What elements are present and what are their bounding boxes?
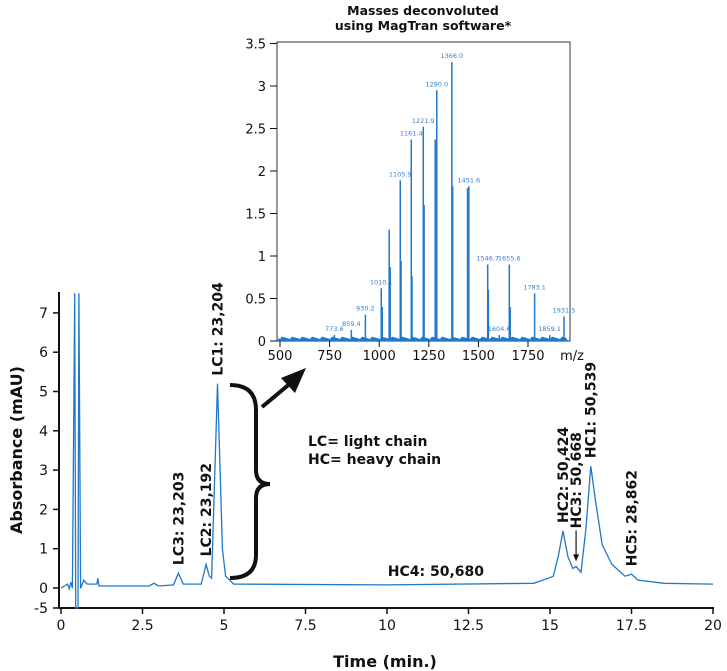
inset-title: Masses deconvoluted <box>347 3 499 18</box>
y-tick-label: 1 <box>39 542 48 558</box>
peak-label: HC4: 50,680 <box>388 564 484 580</box>
inset-x-tick-label: 500 <box>268 349 293 364</box>
arrow-line <box>260 380 294 409</box>
x-tick-label: 20 <box>704 618 722 634</box>
x-tick-label: 2.5 <box>131 618 153 634</box>
spectrum-peak-label: 1290.0 <box>425 80 448 88</box>
inset-y-tick-label: 1 <box>258 250 266 265</box>
inset-y-tick-label: 3 <box>258 80 266 95</box>
x-tick-label: 5 <box>220 618 229 634</box>
y-tick-label: 5 <box>39 385 48 401</box>
spectrum-peak <box>389 267 391 341</box>
inset-y-tick-label: 3.5 <box>245 38 266 53</box>
peak-label: HC3: 50,668 <box>569 432 585 528</box>
peak-label: LC2: 23,192 <box>199 463 215 556</box>
spectrum-peak <box>399 180 402 341</box>
spectrum-peak <box>466 188 469 341</box>
inset-y-tick-label: 2 <box>258 165 266 180</box>
inset-y-tick-label: 2.5 <box>245 123 266 138</box>
peak-label: HC2: 50,424 <box>556 427 572 523</box>
y-tick-label: 0 <box>39 581 48 597</box>
spectrum-peak <box>509 307 511 341</box>
spectrum-peak <box>381 307 383 341</box>
spectrum-peak <box>498 335 500 341</box>
spectrum-peak <box>333 335 336 341</box>
spectrum-peak <box>468 186 470 341</box>
y-tick-label: 6 <box>39 345 48 361</box>
spectrum-peak <box>350 329 353 341</box>
y-axis-label: Absorbance (mAU) <box>7 366 26 534</box>
inset-y-tick-label: 1.5 <box>245 208 266 223</box>
spectrum-peak-label: 859.4 <box>342 320 361 328</box>
spectrum-peak-label: 1366.0 <box>440 52 463 60</box>
y-tick-label: 4 <box>39 424 48 440</box>
peak-label: LC1: 23,204 <box>210 282 226 376</box>
spectrum-peak <box>508 264 511 341</box>
peak-label: HC5: 28,862 <box>625 470 641 566</box>
spectrum-peak <box>436 90 438 341</box>
chromatogram-trace <box>60 293 714 609</box>
y-tick-label: 2 <box>39 502 48 518</box>
spectrum-peak <box>548 335 551 341</box>
spectrum-peak <box>364 314 367 341</box>
spectrum-peak <box>533 293 536 341</box>
x-tick-label: 12.5 <box>453 618 484 634</box>
arrow-head <box>573 554 580 562</box>
inset-y-tick-label: 0.5 <box>245 293 266 308</box>
legend-text: LC= light chain <box>308 434 427 450</box>
spectrum-peak-label: 1451.6 <box>457 176 480 184</box>
spectrum-peak <box>400 261 402 341</box>
brace <box>229 383 271 580</box>
inset-y-tick-label: 0 <box>258 335 266 350</box>
x-tick-label: 10 <box>378 618 396 634</box>
inset-x-tick-label: 1000 <box>363 349 396 364</box>
inset-x-tick-label: 1250 <box>412 349 445 364</box>
spectrum-peak-label: 773.6 <box>325 325 344 333</box>
spectrum-peak-label: 1161.4 <box>400 130 423 138</box>
spectrum-peak <box>380 288 383 341</box>
spectrum-peak <box>434 139 436 341</box>
inset-x-tick-label: 750 <box>317 349 342 364</box>
spectrum-peak-label: 1859.1 <box>538 325 561 333</box>
spectrum-peak-label: 1221.9 <box>412 117 435 125</box>
spectrum-peak <box>423 205 425 341</box>
spectrum-peak <box>563 316 565 341</box>
spectrum-peak <box>411 276 413 341</box>
legend-text: HC= heavy chain <box>308 452 441 468</box>
spectrum-peak-label: 1105.9 <box>389 170 412 178</box>
spectrum-peak <box>422 126 425 341</box>
x-tick-label: 7.5 <box>294 618 316 634</box>
peak-label: HC1: 50,539 <box>584 362 600 458</box>
y-tick-label: -5 <box>34 601 48 617</box>
spectrum-peak-label: 1931.5 <box>553 306 576 314</box>
spectrum-peak-label: 1546.7 <box>476 255 499 263</box>
x-tick-label: 0 <box>57 618 66 634</box>
spectrum-peak-label: 930.2 <box>356 305 375 313</box>
spectrum-peak <box>487 290 490 341</box>
x-axis-label: Time (min.) <box>333 652 437 671</box>
x-tick-label: 17.5 <box>616 618 647 634</box>
spectrum-peak-label: 1655.6 <box>498 255 521 263</box>
inset-title: using MagTran software* <box>335 18 512 33</box>
spectrum-peak <box>451 62 453 341</box>
spectrum-peak-label: 1783.1 <box>523 283 546 291</box>
y-tick-label: 7 <box>39 306 48 322</box>
inset-x-tick-label: 1500 <box>462 349 495 364</box>
spectrum-peak-label: 1604.6 <box>488 325 511 333</box>
spectrum-peak <box>388 229 390 341</box>
inset-x-tick-label: 1750 <box>511 349 544 364</box>
x-tick-label: 15 <box>541 618 559 634</box>
y-tick-label: 3 <box>39 463 48 479</box>
spectrum-peak <box>410 139 413 341</box>
spectrum-peak-label: 1010.1 <box>370 278 393 286</box>
inset-x-axis-label: m/z <box>560 349 584 364</box>
peak-label: LC3: 23,203 <box>171 472 187 565</box>
spectrum-peak <box>451 186 454 341</box>
arrow-head <box>281 368 306 393</box>
